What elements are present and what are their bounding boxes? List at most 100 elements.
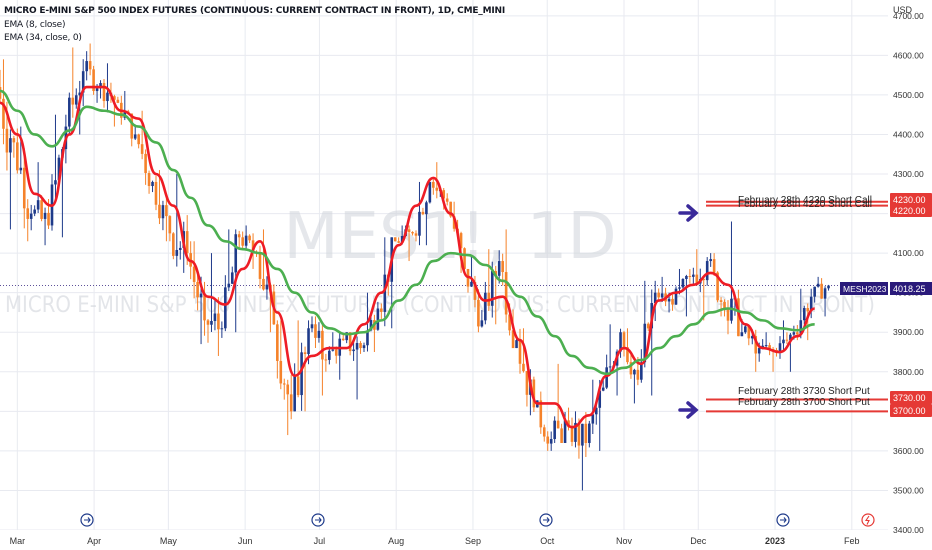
dividend-icon[interactable] [311,513,325,527]
candle-body [626,347,629,363]
candle-body [43,212,47,219]
candle-body [709,259,712,262]
candle-body [352,349,355,352]
time-tick-label: Nov [616,536,633,546]
arrow-icon [678,401,699,419]
candle-body [532,379,536,408]
candle-body [685,275,688,279]
candle-body [702,279,706,281]
candle-body [605,367,608,388]
candle-body [33,209,36,214]
chart-title: MICRO E-MINI S&P 500 INDEX FUTURES (CONT… [4,6,505,16]
candle-body [799,320,803,335]
candle-body [230,272,234,284]
candle-body [490,271,494,306]
candle-body [432,181,435,188]
legend-ema-fast[interactable]: EMA (8, close) [4,20,66,30]
candle-body [282,383,286,385]
candle-body [692,274,695,277]
time-tick-label: Apr [87,536,101,546]
candle-body [185,231,189,254]
candle-body [151,181,154,187]
candle-body [629,362,633,375]
candle-body [289,394,293,412]
candle-body [102,83,106,102]
ema-fast-line [0,85,816,429]
candle-body [54,180,57,185]
candle-body [26,208,30,219]
candle-body [293,376,296,412]
candle-body [556,420,560,429]
candle-body [411,232,414,234]
candle-body [203,293,206,321]
candle-body [511,330,515,349]
annotation-put-lower: February 28th 3700 Short Put [738,397,870,408]
candle-body [178,247,182,250]
candle-body [584,423,588,443]
candle-body [428,181,432,203]
candle-body [192,266,196,282]
watermark-name: MICRO E-MINI S&P 500 INDEX FUTURES (CONT… [5,293,875,318]
price-tick-label: 3500.00 [893,485,924,495]
candle-body [376,308,380,330]
event-markers [80,513,875,527]
candle-body [175,249,179,256]
candle-body [217,313,220,330]
candle-body [796,332,799,335]
time-tick-label: Feb [844,536,860,546]
candle-body [473,281,477,300]
time-tick-label: Sep [465,536,481,546]
dividend-icon[interactable] [539,513,553,527]
dividend-icon[interactable] [776,513,790,527]
time-tick-label: May [160,536,178,546]
price-tick-label: 3400.00 [893,525,924,535]
candle-body [435,187,439,191]
candle-body [71,97,75,105]
candle-body [577,422,581,446]
legend-ema-slow[interactable]: EMA (34, close, 0) [4,33,82,43]
earnings-icon[interactable] [861,513,875,527]
candle-body [525,371,529,395]
candle-body [328,350,331,360]
candle-body [425,202,428,215]
candle-body [608,366,612,368]
candle-body [646,323,650,329]
candle-body [549,439,553,444]
time-tick-label: Jun [238,536,253,546]
candle-body [234,234,238,273]
candle-body [522,363,525,372]
dividend-icon[interactable] [80,513,94,527]
candle-body [154,181,158,205]
price-tick-label: 4600.00 [893,50,924,60]
candle-body [334,349,338,356]
candle-body [168,216,172,234]
candle-body [737,298,740,337]
time-axis[interactable]: Mar Apr May Jun Jul Aug Sep Oct Nov Dec 2023 Feb [0,530,888,550]
candle-body [296,376,300,396]
candle-body [106,92,109,102]
candle-body [695,274,699,284]
candle-body [314,324,317,338]
candle-body [539,400,543,428]
price-tick-label: 3900.00 [893,327,924,337]
candle-body [633,369,636,375]
candle-body [418,211,421,236]
price-tag-3700: 3700.00 [893,406,926,416]
candle-body [827,285,830,289]
time-tick-label: Mar [10,536,26,546]
candle-body [137,134,140,145]
candle-body [806,308,810,312]
price-axis[interactable]: USD 3400.00 3500.00 3600.00 3700.00 3800.00 3… [888,0,932,550]
price-tags: 4230.00 4220.00 3730.00 3700.00 MESH2023… [840,193,932,417]
candle-body [380,308,383,312]
candle-body [754,336,758,354]
candle-body [116,99,120,103]
candle-body [653,292,657,304]
ema-lines [0,85,816,429]
candle-body [9,138,12,153]
candle-body [279,360,283,384]
candle-body [785,339,789,341]
candle-body [407,229,411,233]
candle-body [224,287,227,329]
